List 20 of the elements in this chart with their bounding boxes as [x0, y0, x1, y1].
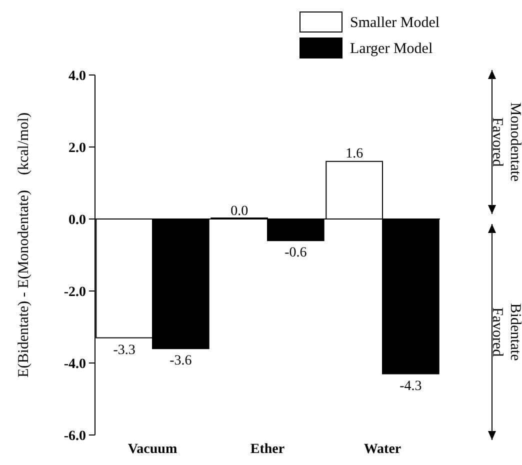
legend-label: Larger Model — [350, 41, 433, 57]
y-axis-title: E(Bidentate) - E(Monodentate) (kcal/mol) — [16, 112, 32, 378]
y-tick-label: 2.0 — [68, 141, 86, 156]
data-label: 0.0 — [230, 204, 248, 219]
y-tick-label: 4.0 — [68, 69, 86, 84]
x-tick-label: Water — [364, 442, 402, 457]
data-label: -0.6 — [284, 246, 307, 261]
x-tick-label: Ether — [250, 442, 285, 457]
data-label: -3.6 — [170, 354, 192, 369]
data-label: 1.6 — [346, 146, 364, 162]
y-tick-label: 0.0 — [68, 213, 86, 228]
y-tick-label: -2.0 — [64, 285, 86, 300]
legend-label: Smaller Model — [350, 15, 440, 31]
text: Monodentate Favored — [489, 102, 522, 182]
y-tick-label: -6.0 — [64, 429, 86, 444]
x-tick-label: Vacuum — [128, 442, 178, 457]
y-tick-label: -4.0 — [64, 357, 86, 372]
text: Bidentate Favored — [489, 303, 522, 362]
data-label: -4.3 — [400, 378, 422, 394]
data-label: -3.3 — [113, 342, 136, 358]
